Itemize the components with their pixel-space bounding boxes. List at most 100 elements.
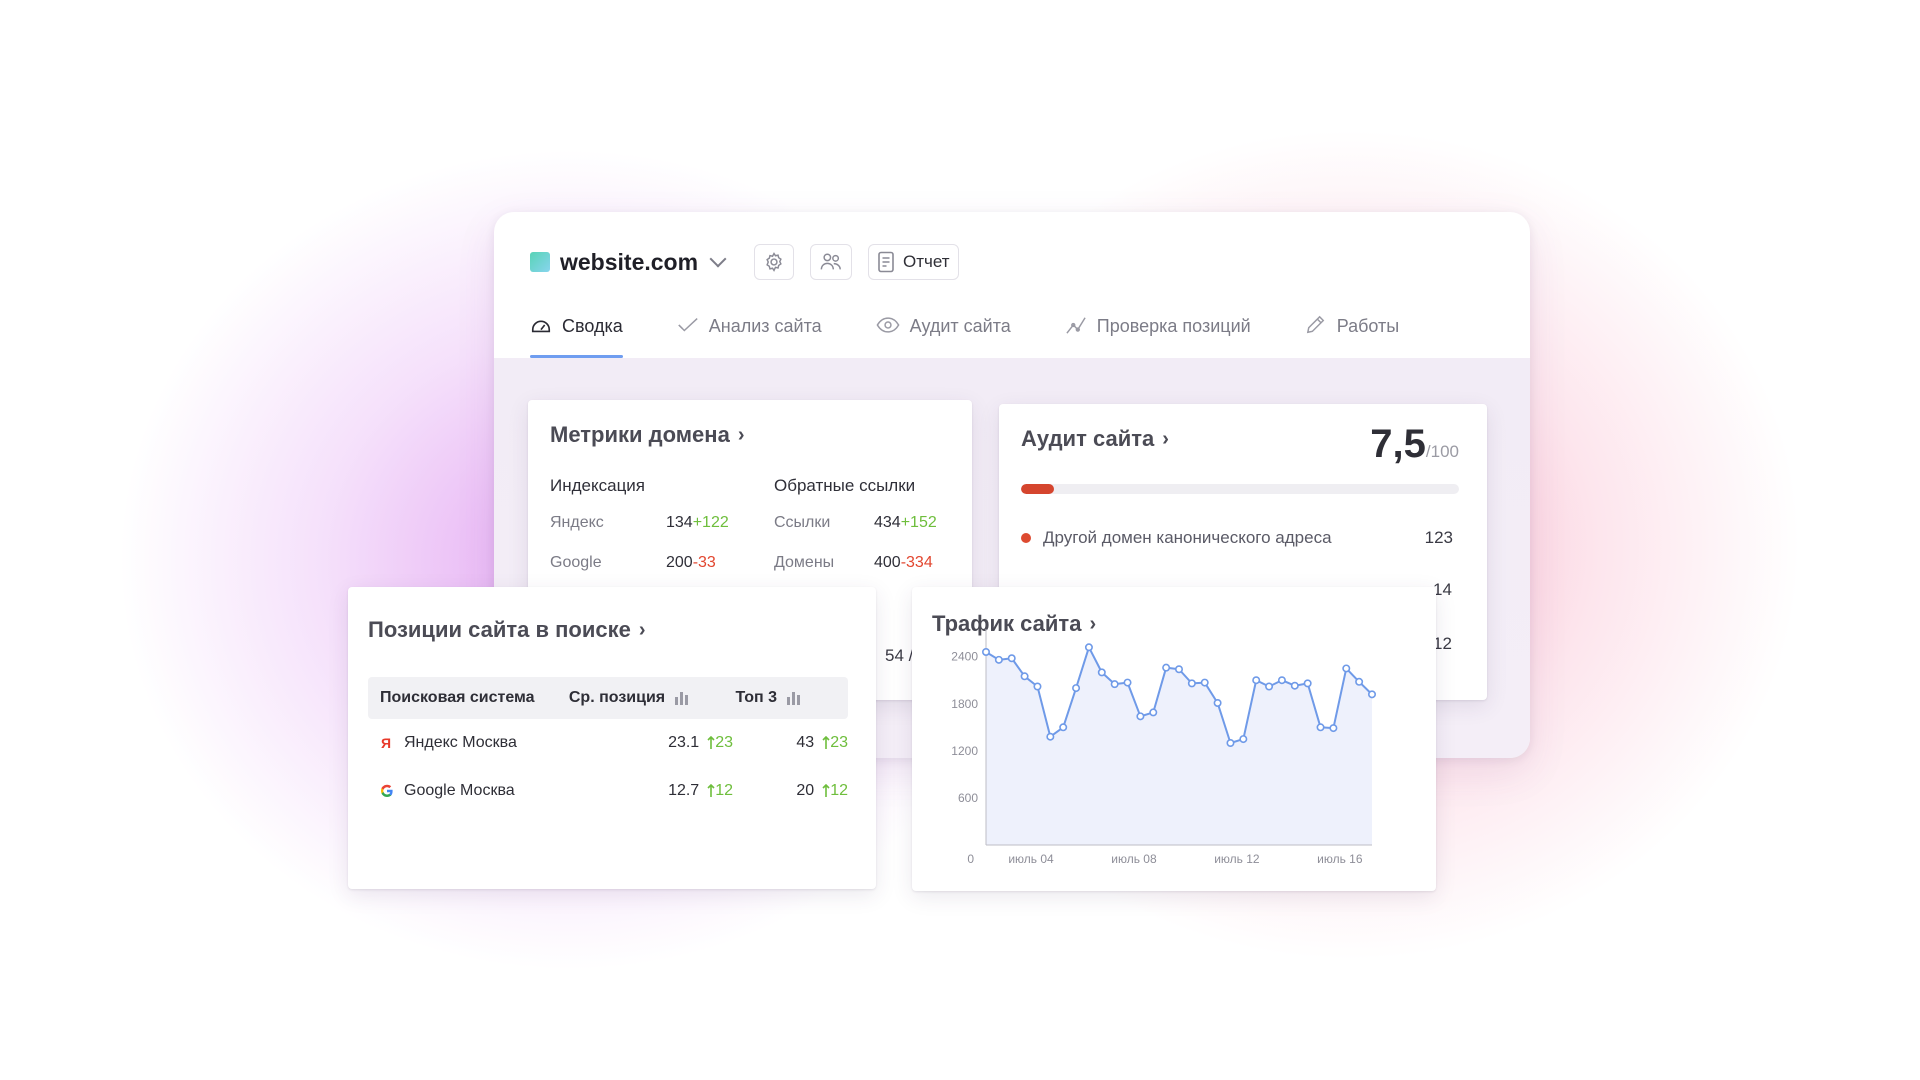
backlinks-row: Ссылки 434 +152 (774, 514, 937, 554)
table-row[interactable]: Я Яндекс Москва 23.1 23 43 23 (368, 719, 848, 767)
data-point (1316, 723, 1325, 732)
backlinks-title: Обратные ссылки (774, 476, 916, 495)
data-point (1123, 678, 1132, 687)
report-button-label: Отчет (903, 252, 950, 271)
header-top3-label: Топ 3 (735, 689, 777, 706)
indexing-label: Яндекс (550, 514, 604, 531)
arrow-up-icon (822, 784, 830, 797)
tab-site-analysis-label: Анализ сайта (708, 316, 822, 336)
audit-issue-row[interactable]: Другой домен канонического адреса 123 (1021, 528, 1453, 548)
audit-score-value: 7,5 (1370, 422, 1426, 466)
audit-issue-count: 12 (1433, 634, 1452, 653)
data-point (1059, 723, 1068, 732)
chevron-right-icon: › (737, 423, 745, 446)
audit-score-max: /100 (1425, 442, 1459, 461)
data-point (1084, 643, 1093, 652)
tab-bar: Сводка Анализ сайта Аудит сайта Проверка… (530, 315, 1453, 358)
site-audit-title[interactable]: Аудит сайта › (1021, 426, 1169, 452)
avg-position-delta: 23 (707, 734, 733, 752)
avg-position-value: 23.1 (668, 734, 700, 751)
header-top3[interactable]: Топ 3 (725, 689, 848, 707)
trend-icon (1066, 317, 1086, 334)
traffic-area (986, 647, 1372, 845)
data-point (1162, 663, 1171, 672)
document-icon (878, 251, 894, 273)
top3-cell: 43 23 (733, 734, 848, 752)
data-point (1097, 668, 1106, 677)
tab-site-audit-label: Аудит сайта (909, 316, 1011, 336)
engine-name: Яндекс Москва (404, 734, 517, 751)
avg-position-value: 12.7 (668, 782, 700, 799)
backlinks-delta: +152 (900, 514, 937, 531)
traffic-chart: 2400 1800 1200 600 0 июль 04 июль 08 июль 12 июл… (951, 629, 1376, 866)
data-point (1213, 698, 1222, 707)
data-point (1342, 664, 1351, 673)
avg-position-delta-value: 23 (715, 734, 733, 751)
traffic-card: Трафик сайта › 2400 1800 1200 600 0 июль 04 ию… (912, 587, 1436, 891)
data-point (1110, 680, 1119, 689)
engine-cell: Google Москва (368, 782, 573, 800)
engine-cell: Я Яндекс Москва (368, 734, 573, 752)
top3-delta: 12 (822, 782, 848, 800)
audit-score-bar (1021, 484, 1459, 494)
top3-delta-value: 23 (830, 734, 848, 751)
site-audit-title-text: Аудит сайта (1021, 426, 1155, 451)
tab-summary[interactable]: Сводка (530, 316, 623, 358)
traffic-title-text: Трафик сайта (932, 611, 1082, 636)
report-button[interactable]: Отчет (868, 244, 959, 280)
indexing-delta: -33 (692, 554, 716, 571)
eye-icon (876, 317, 900, 333)
tab-site-analysis[interactable]: Анализ сайта (677, 316, 822, 358)
data-point (1020, 672, 1029, 681)
data-point (982, 647, 991, 656)
chevron-down-icon[interactable] (709, 250, 727, 268)
y-tick-label: 600 (958, 791, 978, 805)
data-point (1174, 665, 1183, 674)
x-tick-label: июль 16 (1317, 852, 1363, 866)
settings-button[interactable] (754, 244, 795, 280)
search-positions-card: Позиции сайта в поиске › Поисковая систе… (348, 587, 876, 889)
header-avg-position[interactable]: Ср. позиция (569, 689, 726, 707)
data-point (994, 655, 1003, 664)
tab-position-check-label: Проверка позиций (1096, 316, 1251, 336)
domain-metrics-title-text: Метрики домена (550, 422, 730, 447)
indexing-delta: +122 (692, 514, 729, 531)
backlinks-column: Обратные ссылки Ссылки 434 +152 Домены 4… (774, 476, 937, 594)
chevron-right-icon: › (1162, 427, 1169, 450)
audit-score-bar-fill (1021, 484, 1054, 494)
site-name[interactable]: website.com (560, 248, 699, 275)
search-positions-title[interactable]: Позиции сайта в поиске › (368, 617, 646, 643)
audit-issue-label: Другой домен канонического адреса (1043, 528, 1332, 547)
backlinks-delta: -334 (900, 554, 933, 571)
data-point (1046, 732, 1055, 741)
users-button[interactable] (810, 244, 853, 280)
positions-table-header: Поисковая система Ср. позиция Топ 3 (368, 677, 848, 719)
header-engine[interactable]: Поисковая система (380, 689, 535, 706)
chevron-right-icon: › (638, 618, 646, 641)
data-point (1303, 679, 1312, 688)
bar-chart-icon (675, 691, 690, 705)
site-logo (530, 252, 550, 272)
y-tick-label: 1200 (951, 744, 978, 758)
engine-name: Google Москва (404, 782, 515, 799)
indexing-value: 134 (666, 514, 693, 531)
table-row[interactable]: Google Москва 12.7 12 20 12 (368, 767, 848, 815)
data-point (1007, 654, 1016, 663)
arrow-up-icon (707, 736, 715, 749)
data-point (1252, 676, 1261, 685)
tab-works[interactable]: Работы (1305, 315, 1399, 358)
indexing-column: Индексация Яндекс 134 +122 Google 200 -3… (550, 476, 729, 594)
domain-metrics-title[interactable]: Метрики домена › (550, 422, 744, 448)
top3-delta-value: 12 (830, 782, 848, 799)
tab-site-audit[interactable]: Аудит сайта (876, 316, 1011, 358)
audit-score: 7,5/100 (1370, 422, 1459, 467)
avg-position-cell: 23.1 23 (573, 734, 733, 752)
tab-position-check[interactable]: Проверка позиций (1065, 316, 1251, 358)
audit-issue-count: 123 (1424, 528, 1453, 547)
gauge-icon (531, 320, 551, 333)
check-icon (678, 318, 698, 332)
chevron-right-icon: › (1089, 612, 1097, 635)
users-icon (820, 253, 841, 270)
traffic-title[interactable]: Трафик сайта › (932, 611, 1096, 637)
indexing-label: Google (550, 554, 602, 571)
